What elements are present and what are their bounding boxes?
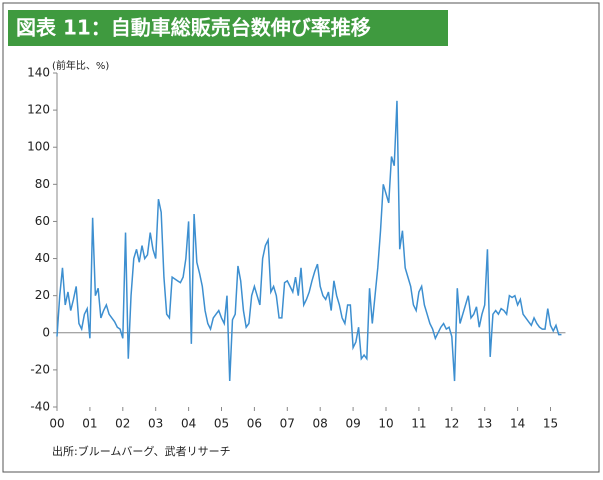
y-tick-label: 0	[42, 325, 50, 339]
x-tick-label: 07	[280, 417, 295, 431]
frame	[2, 2, 600, 473]
x-tick-label: 05	[214, 417, 229, 431]
x-tick-label: 08	[313, 417, 328, 431]
x-tick-label: 06	[247, 417, 262, 431]
x-tick-label: 14	[510, 417, 525, 431]
y-tick-label: 20	[35, 288, 50, 302]
x-tick-label: 13	[477, 417, 492, 431]
x-tick-label: 04	[181, 417, 196, 431]
y-axis-label: (前年比、%)	[52, 59, 109, 72]
y-tick-label: 100	[27, 140, 50, 154]
x-tick-label: 15	[543, 417, 558, 431]
x-tick-label: 02	[115, 417, 130, 431]
y-tick-label: 80	[35, 177, 50, 191]
title-bar	[8, 10, 448, 46]
y-tick-label: 140	[27, 66, 50, 80]
x-tick-label: 00	[49, 417, 64, 431]
x-tick-label: 01	[82, 417, 97, 431]
x-tick-label: 09	[345, 417, 360, 431]
x-tick-label: 10	[378, 417, 393, 431]
x-tick-label: 03	[148, 417, 163, 431]
source: 出所:ブルームバーグ、武者リサーチ	[52, 444, 231, 458]
y-tick-label: 60	[35, 214, 50, 228]
chart-title: 図表 11：自動車総販売台数伸び率推移	[16, 16, 371, 40]
x-tick-label: 12	[444, 417, 459, 431]
y-tick-label: 120	[27, 103, 50, 117]
x-tick-label: 11	[411, 417, 426, 431]
y-tick-label: -20	[30, 362, 50, 376]
data-line	[56, 100, 562, 382]
y-tick-label: 40	[35, 251, 50, 265]
y-tick-label: -40	[30, 400, 50, 414]
